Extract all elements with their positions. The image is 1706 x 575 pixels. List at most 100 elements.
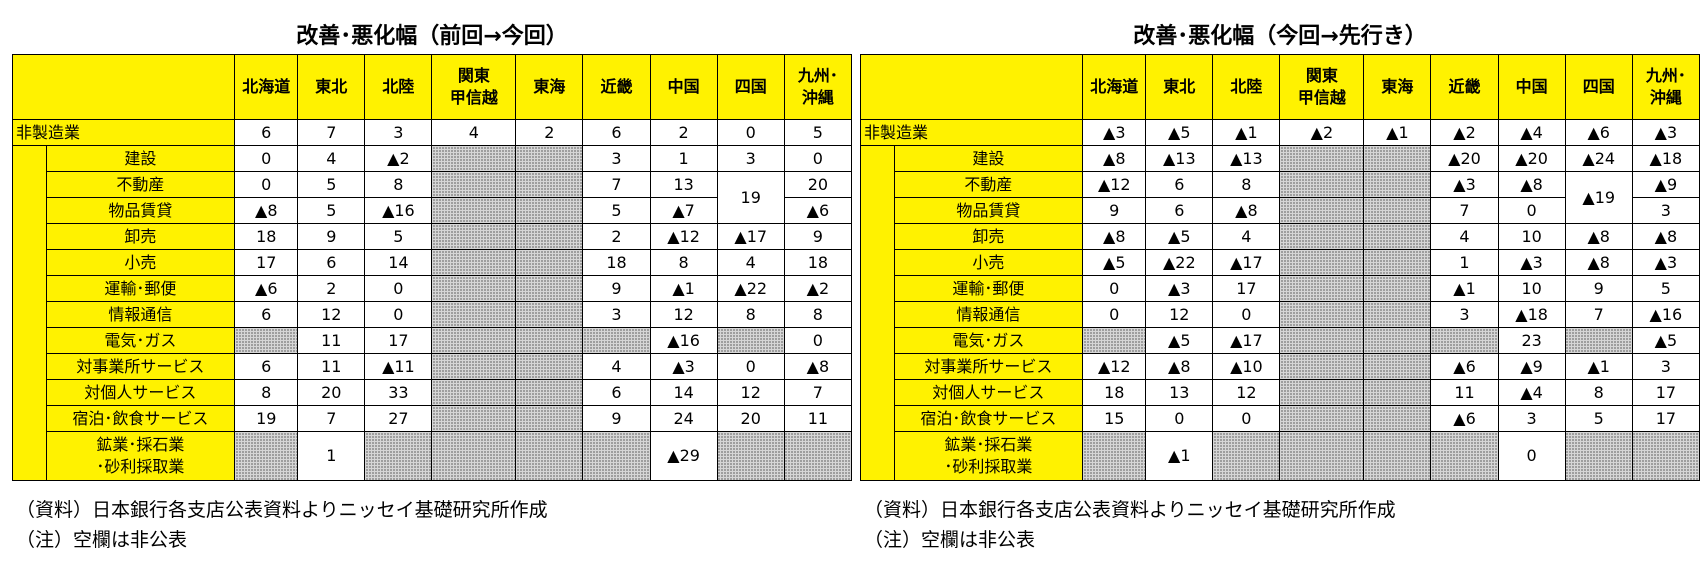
value-cell: 20 <box>783 171 853 198</box>
undisclosed-cell <box>783 431 853 481</box>
value-cell: ▲13 <box>1212 145 1281 172</box>
table-row: 対個人サービス 18 13 12 11 ▲4 8 17 <box>860 379 1701 406</box>
undisclosed-cell <box>515 171 584 198</box>
value-cell: ▲9 <box>1631 171 1701 198</box>
column-header: 四国 <box>716 54 785 120</box>
column-header: 北海道 <box>234 54 299 120</box>
value-cell: 2 <box>582 223 651 250</box>
value-cell: 7 <box>1564 301 1633 328</box>
row-indent <box>12 405 47 432</box>
value-cell: 27 <box>364 405 433 432</box>
value-cell: ▲11 <box>364 353 433 380</box>
row-label: 卸売 <box>893 223 1084 250</box>
value-cell: ▲4 <box>1497 379 1566 406</box>
undisclosed-cell <box>1363 301 1432 328</box>
table-row: 運輸･郵便 0 ▲3 17 ▲1 10 9 5 <box>860 275 1701 302</box>
header-corner <box>11 54 236 120</box>
value-cell: ▲12 <box>649 223 718 250</box>
row-label: 物品賃貸 <box>45 197 236 224</box>
value-cell: ▲17 <box>1212 249 1281 276</box>
value-cell: 12 <box>716 379 785 406</box>
value-cell: 7 <box>783 379 853 406</box>
table-row: 宿泊･飲食サービス 15 0 0 ▲6 3 5 17 <box>860 405 1701 432</box>
undisclosed-cell <box>716 327 785 354</box>
value-cell: 3 <box>582 145 651 172</box>
value-cell: ▲12 <box>1082 171 1147 198</box>
value-cell: 20 <box>716 405 785 432</box>
row-indent <box>12 171 47 198</box>
footnote: （注）空欄は非公表 <box>864 529 1036 551</box>
value-cell: ▲17 <box>1212 327 1281 354</box>
value-cell: 8 <box>716 301 785 328</box>
value-cell: ▲5 <box>1631 327 1701 354</box>
value-cell: 5 <box>297 171 366 198</box>
table-row: 対事業所サービス ▲12 ▲8 ▲10 ▲6 ▲9 ▲1 3 <box>860 353 1701 380</box>
row-label: 卸売 <box>45 223 236 250</box>
row-indent <box>860 223 895 250</box>
value-cell: 0 <box>234 171 299 198</box>
table-title: 改善･悪化幅（今回→先行き） <box>1133 24 1427 49</box>
undisclosed-cell <box>431 353 517 380</box>
undisclosed-cell <box>582 327 651 354</box>
value-cell: 5 <box>1631 275 1701 302</box>
value-cell: 6 <box>582 379 651 406</box>
value-cell: 20 <box>297 379 366 406</box>
value-cell: 10 <box>1497 275 1566 302</box>
column-header: 東北 <box>1145 54 1214 120</box>
row-label: 対個人サービス <box>893 379 1084 406</box>
row-indent <box>860 353 895 380</box>
value-cell: 0 <box>1497 197 1566 224</box>
value-cell: ▲6 <box>1430 405 1499 432</box>
undisclosed-cell <box>1363 223 1432 250</box>
value-cell: 14 <box>364 249 433 276</box>
source-note: （資料）日本銀行各支店公表資料よりニッセイ基礎研究所作成 <box>16 499 548 521</box>
undisclosed-cell <box>515 145 584 172</box>
value-cell: 0 <box>1082 275 1147 302</box>
column-header: 北海道 <box>1082 54 1147 120</box>
value-cell: ▲17 <box>716 223 785 250</box>
undisclosed-cell <box>1279 431 1365 481</box>
value-cell: 12 <box>649 301 718 328</box>
value-cell: 9 <box>1082 197 1147 224</box>
row-indent <box>12 379 47 406</box>
undisclosed-cell <box>515 223 584 250</box>
row-indent <box>860 249 895 276</box>
value-cell: 11 <box>783 405 853 432</box>
row-label: 宿泊･飲食サービス <box>893 405 1084 432</box>
row-label: 不動産 <box>45 171 236 198</box>
value-cell: ▲1 <box>1145 431 1214 481</box>
column-header: 東海 <box>515 54 584 120</box>
value-cell: ▲16 <box>649 327 718 354</box>
table-row: 非製造業 6 7 3 4 2 6 2 0 5 <box>11 119 853 146</box>
change-table-previous-to-current: 北海道 東北 北陸 関東 甲信越 東海 近畿 中国 四国 九州･ 沖縄 非製造業 6 7 3 4 2 6 2 0 5 建… <box>11 54 853 481</box>
value-cell: 17 <box>1631 379 1701 406</box>
value-cell: ▲20 <box>1430 145 1499 172</box>
change-table-current-to-outlook: 北海道 東北 北陸 関東 甲信越 東海 近畿 中国 四国 九州･ 沖縄 非製造業 ▲3 ▲5 ▲1 ▲2 ▲1… <box>859 54 1701 481</box>
value-cell: 18 <box>783 249 853 276</box>
undisclosed-cell <box>515 301 584 328</box>
table-row: 卸売 18 9 5 2 ▲12 ▲17 9 <box>12 223 853 250</box>
undisclosed-cell <box>431 223 517 250</box>
column-header: 九州･ 沖縄 <box>1631 54 1701 120</box>
value-cell: ▲8 <box>1564 249 1633 276</box>
value-cell: 0 <box>364 301 433 328</box>
value-cell: ▲1 <box>1212 119 1281 146</box>
row-label: 電気･ガス <box>893 327 1084 354</box>
value-cell: 2 <box>297 275 366 302</box>
value-cell: ▲1 <box>1564 353 1633 380</box>
value-cell: 9 <box>297 223 366 250</box>
value-cell: ▲6 <box>783 197 853 224</box>
undisclosed-cell <box>431 275 517 302</box>
table-row: 鉱業･採石業 ･砂利採取業 1 ▲29 <box>12 431 853 481</box>
value-cell: ▲5 <box>1145 223 1214 250</box>
value-cell: ▲3 <box>1631 249 1701 276</box>
table-row: 小売 ▲5 ▲22 ▲17 1 ▲3 ▲8 ▲3 <box>860 249 1701 276</box>
left-table-panel: 改善･悪化幅（前回→今回） 北海道 東北 北陸 関東 甲信越 東海 近畿 中国 四国 九州･ 沖縄 … <box>11 20 853 555</box>
row-indent <box>12 431 47 481</box>
value-cell: 4 <box>1212 223 1281 250</box>
undisclosed-cell <box>1279 145 1365 172</box>
value-cell: ▲1 <box>1363 119 1432 146</box>
value-cell: 6 <box>234 353 299 380</box>
undisclosed-cell <box>1363 249 1432 276</box>
row-indent <box>12 145 47 172</box>
